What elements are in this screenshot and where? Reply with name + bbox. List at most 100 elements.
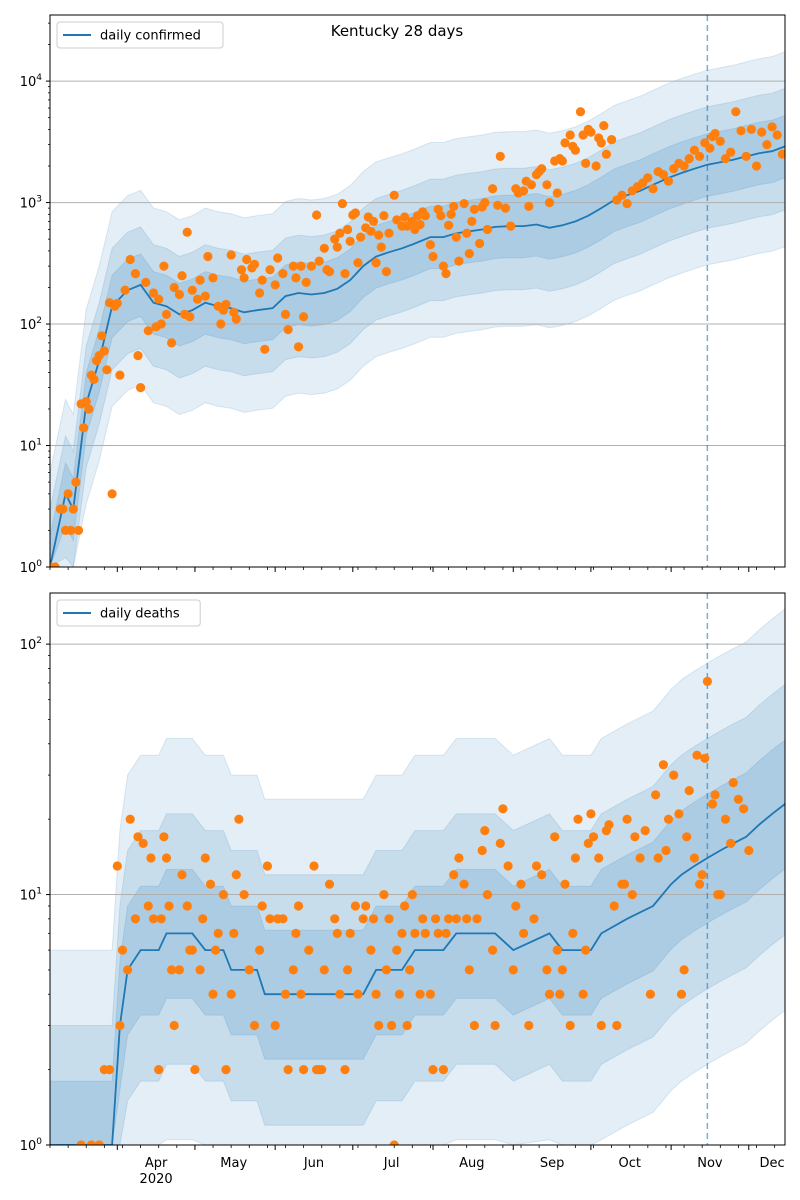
confirmed-data-point — [97, 331, 107, 341]
deaths-data-point — [661, 845, 671, 856]
deaths-data-point — [257, 901, 267, 911]
confirmed-axes-frame — [49, 14, 786, 568]
confirmed-data-point — [415, 219, 425, 230]
deaths-data-point — [200, 853, 210, 863]
deaths-xtick-label: Apr — [145, 1156, 168, 1171]
confirmed-data-point — [772, 130, 782, 140]
deaths-data-point — [104, 1065, 115, 1075]
deaths-data-point — [594, 853, 604, 863]
confirmed-data-point — [617, 190, 627, 200]
confirmed-data-point — [99, 346, 109, 356]
confirmed-data-point — [340, 269, 350, 279]
deaths-data-point — [146, 853, 156, 863]
deaths-data-point — [537, 870, 547, 880]
confirmed-data-point — [249, 259, 260, 269]
deaths-data-point — [425, 989, 435, 999]
deaths-data-point — [418, 914, 428, 924]
confirmed-data-point — [384, 228, 394, 238]
confirmed-data-point — [66, 525, 76, 536]
deaths-data-point — [588, 832, 599, 842]
deaths-data-point — [343, 965, 353, 975]
confirmed-data-point — [112, 298, 122, 308]
confirmed-data-point — [425, 240, 435, 250]
confirmed-data-point — [684, 154, 694, 164]
deaths-data-point — [76, 1140, 86, 1145]
deaths-data-point — [503, 861, 513, 871]
confirmed-data-point — [438, 261, 448, 271]
deaths-data-point — [454, 853, 464, 863]
confirmed-data-point — [221, 299, 231, 309]
confirmed-data-point — [379, 211, 389, 221]
confirmed-data-point — [314, 256, 324, 266]
deaths-data-point — [441, 928, 451, 939]
confirmed-data-point — [177, 271, 187, 281]
confirmed-data-point — [695, 151, 705, 161]
confirmed-data-point — [500, 203, 511, 213]
confirmed-data-point — [381, 267, 391, 277]
deaths-data-point — [332, 928, 342, 939]
confirmed-data-point — [280, 309, 291, 319]
deaths-data-point — [715, 890, 725, 900]
confirmed-data-point — [376, 242, 386, 252]
confirmed-data-point — [607, 135, 617, 145]
confirmed-data-point — [552, 188, 562, 198]
confirmed-data-point — [68, 504, 78, 514]
deaths-data-point — [148, 914, 159, 924]
confirmed-data-point — [762, 140, 772, 150]
deaths-data-point — [451, 914, 461, 924]
deaths-data-point — [658, 760, 669, 770]
deaths-data-point — [278, 914, 288, 924]
confirmed-data-point — [136, 383, 146, 393]
deaths-data-point — [482, 890, 492, 900]
confirmed-data-point — [125, 254, 135, 265]
deaths-data-point — [692, 750, 702, 760]
deaths-data-point — [726, 838, 736, 849]
confirmed-data-point — [599, 121, 609, 131]
deaths-data-point — [208, 989, 218, 999]
confirmed-data-point — [581, 158, 591, 168]
confirmed-data-point — [480, 198, 490, 208]
deaths-data-point — [309, 861, 319, 871]
deaths-data-point — [405, 965, 415, 975]
confirmed-data-point — [449, 201, 459, 211]
deaths-data-point — [480, 826, 490, 836]
deaths-data-point — [366, 945, 376, 955]
confirmed-data-point — [720, 154, 731, 164]
confirmed-data-point — [715, 136, 725, 146]
deaths-ytick-label: 100 — [20, 1137, 43, 1154]
deaths-data-point — [379, 890, 389, 900]
confirmed-data-point — [71, 477, 81, 487]
deaths-data-point — [94, 1140, 104, 1145]
deaths-data-point — [402, 1020, 412, 1031]
confirmed-data-point — [679, 161, 689, 171]
confirmed-data-point — [459, 199, 469, 209]
deaths-data-point — [679, 965, 689, 975]
confirmed-ytick-label: 100 — [20, 559, 43, 576]
deaths-data-point — [117, 945, 128, 955]
confirmed-data-point — [495, 151, 505, 161]
confirmed-data-point — [312, 210, 322, 220]
confirmed-ytick-label: 102 — [20, 316, 42, 333]
confirmed-data-point — [488, 184, 498, 194]
confirmed-data-point — [115, 370, 125, 380]
confirmed-data-point — [506, 221, 516, 231]
deaths-data-point — [190, 1065, 200, 1075]
deaths-data-point — [361, 901, 371, 911]
confirmed-data-point — [216, 319, 226, 329]
deaths-data-point — [198, 914, 208, 924]
deaths-data-point — [389, 1140, 399, 1145]
deaths-data-point — [368, 914, 379, 924]
deaths-data-point — [695, 879, 705, 889]
deaths-data-point — [700, 753, 710, 763]
confirmed-data-point — [260, 344, 270, 354]
confirmed-data-point — [663, 176, 674, 186]
deaths-data-point — [495, 838, 505, 849]
deaths-data-point — [586, 809, 596, 819]
deaths-data-point — [674, 809, 684, 819]
deaths-data-point — [612, 1020, 622, 1031]
confirmed-data-point — [596, 138, 606, 148]
deaths-data-point — [340, 1065, 350, 1075]
confirmed-data-point — [746, 124, 757, 134]
